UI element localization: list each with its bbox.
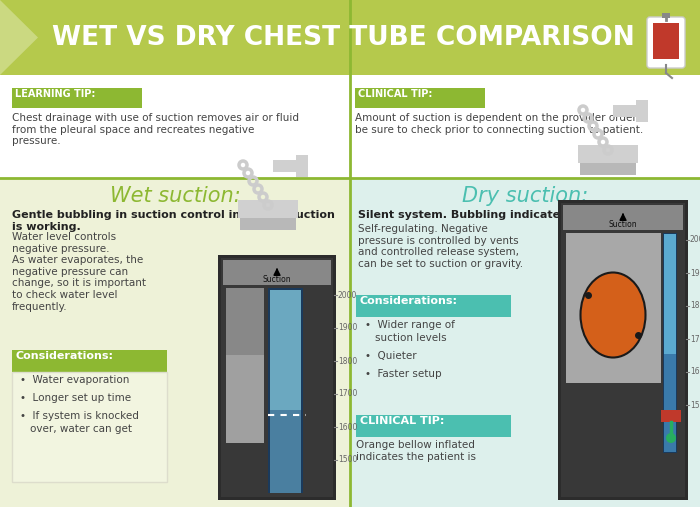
- Bar: [240, 218, 296, 230]
- Text: Considerations:: Considerations:: [360, 296, 458, 306]
- Bar: [350, 178, 700, 507]
- Bar: [356, 295, 511, 317]
- Text: Suction: Suction: [609, 220, 637, 229]
- Text: 2000: 2000: [690, 235, 700, 244]
- Text: 1500: 1500: [338, 455, 358, 464]
- Bar: [296, 155, 308, 177]
- Bar: [664, 234, 676, 452]
- Polygon shape: [0, 0, 38, 75]
- Text: •  Faster setup: • Faster setup: [365, 369, 442, 379]
- Text: 1900: 1900: [690, 269, 700, 277]
- Text: CLINICAL TIP:: CLINICAL TIP:: [360, 416, 444, 426]
- Text: Amount of suction is dependent on the provider order,
be sure to check prior to : Amount of suction is dependent on the pr…: [355, 113, 643, 134]
- Bar: [0, 178, 350, 507]
- Bar: [561, 203, 685, 497]
- Text: 2000: 2000: [338, 291, 358, 300]
- Bar: [662, 13, 670, 18]
- Bar: [664, 234, 676, 354]
- Bar: [270, 290, 301, 410]
- Text: •  If system is knocked: • If system is knocked: [20, 411, 139, 421]
- Bar: [566, 233, 661, 383]
- Bar: [663, 233, 677, 453]
- Bar: [273, 160, 303, 172]
- Bar: [223, 260, 331, 285]
- Bar: [226, 355, 264, 443]
- Text: suction levels: suction levels: [375, 333, 447, 343]
- Bar: [221, 258, 333, 497]
- Text: Dry suction:: Dry suction:: [462, 186, 588, 206]
- Text: •  Wider range of: • Wider range of: [365, 320, 455, 330]
- Bar: [580, 163, 636, 175]
- Text: 1600: 1600: [690, 368, 700, 377]
- Text: Self-regulating. Negative
pressure is controlled by vents
and controlled release: Self-regulating. Negative pressure is co…: [358, 224, 523, 269]
- Text: •  Quieter: • Quieter: [365, 351, 416, 361]
- Bar: [558, 200, 688, 500]
- Text: 1800: 1800: [338, 356, 357, 366]
- Bar: [356, 415, 511, 437]
- Bar: [0, 0, 700, 75]
- Text: Considerations:: Considerations:: [15, 351, 113, 361]
- Text: 1700: 1700: [690, 335, 700, 344]
- Bar: [578, 145, 638, 163]
- Text: 1900: 1900: [338, 323, 358, 333]
- Text: •  Water evaporation: • Water evaporation: [20, 375, 130, 385]
- Bar: [218, 255, 336, 500]
- FancyBboxPatch shape: [647, 17, 685, 68]
- Bar: [355, 88, 485, 108]
- Text: Orange bellow inflated
indicates the patient is: Orange bellow inflated indicates the pat…: [356, 440, 476, 461]
- Text: Suction: Suction: [262, 275, 291, 284]
- Bar: [613, 105, 643, 117]
- Text: Water level controls
negative pressure.
As water evaporates, the
negative pressu: Water level controls negative pressure. …: [12, 232, 146, 312]
- Bar: [12, 88, 142, 108]
- Text: •  Longer set up time: • Longer set up time: [20, 393, 131, 403]
- Text: over, water can get: over, water can get: [30, 424, 132, 434]
- Text: Silent system. Bubbling indicates a leak.: Silent system. Bubbling indicates a leak…: [358, 210, 612, 220]
- Text: Gentle bubbling in suction control indicates suction
is working.: Gentle bubbling in suction control indic…: [12, 210, 335, 232]
- Bar: [12, 372, 167, 482]
- Bar: [563, 205, 683, 230]
- Bar: [0, 75, 700, 180]
- Text: LEARNING TIP:: LEARNING TIP:: [15, 89, 95, 99]
- Text: 1800: 1800: [690, 302, 700, 310]
- Ellipse shape: [580, 272, 645, 357]
- Bar: [661, 410, 681, 422]
- Bar: [636, 100, 648, 122]
- Text: 1600: 1600: [338, 422, 358, 431]
- Text: CLINICAL TIP:: CLINICAL TIP:: [358, 89, 433, 99]
- Bar: [270, 290, 301, 493]
- Text: Chest drainage with use of suction removes air or fluid
from the pleural space a: Chest drainage with use of suction remov…: [12, 113, 299, 146]
- Text: 1700: 1700: [338, 389, 358, 399]
- Text: WET VS DRY CHEST TUBE COMPARISON: WET VS DRY CHEST TUBE COMPARISON: [52, 25, 635, 51]
- Bar: [12, 350, 167, 372]
- Bar: [238, 200, 298, 218]
- Text: Wet suction:: Wet suction:: [110, 186, 240, 206]
- Text: 1500: 1500: [690, 401, 700, 410]
- Bar: [226, 288, 264, 443]
- Bar: [653, 23, 679, 59]
- Bar: [268, 288, 303, 493]
- Circle shape: [666, 433, 676, 443]
